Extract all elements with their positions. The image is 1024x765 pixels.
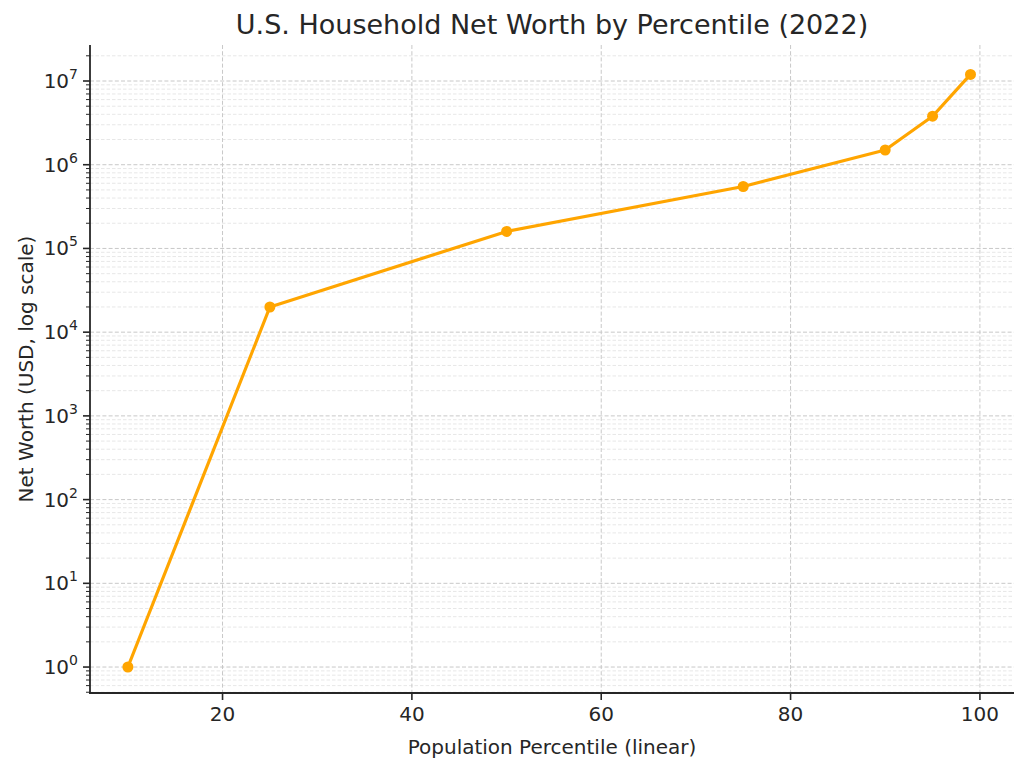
y-tick-label: 103 bbox=[44, 401, 78, 428]
x-tick-label: 60 bbox=[589, 702, 614, 726]
x-tick-labels: 20 40 60 80 100 bbox=[210, 702, 999, 726]
data-point-marker bbox=[927, 111, 938, 122]
data-point-marker bbox=[880, 145, 891, 156]
net-worth-line-series bbox=[128, 74, 971, 667]
y-tick-labels: 100 101 102 103 104 105 106 107 bbox=[44, 66, 78, 679]
y-tick-label: 104 bbox=[44, 317, 78, 344]
chart-title: U.S. Household Net Worth by Percentile (… bbox=[236, 9, 868, 40]
data-point-marker bbox=[501, 226, 512, 237]
y-tick-label: 107 bbox=[44, 66, 78, 93]
y-tick-label: 101 bbox=[44, 568, 78, 595]
axis-tick-marks bbox=[83, 56, 980, 700]
data-point-marker bbox=[965, 69, 976, 80]
y-axis-label: Net Worth (USD, log scale) bbox=[14, 236, 38, 503]
x-tick-label: 20 bbox=[210, 702, 235, 726]
x-tick-label: 100 bbox=[961, 702, 999, 726]
x-tick-label: 80 bbox=[778, 702, 803, 726]
y-tick-label: 102 bbox=[44, 485, 78, 512]
chart-figure: 20 40 60 80 100 100 101 102 103 104 105 106 107 U.S… bbox=[0, 0, 1024, 765]
x-axis-label: Population Percentile (linear) bbox=[408, 735, 697, 759]
data-point-marker bbox=[738, 181, 749, 192]
major-gridlines bbox=[90, 45, 1014, 693]
y-tick-label: 100 bbox=[44, 652, 78, 679]
net-worth-line-chart: 20 40 60 80 100 100 101 102 103 104 105 106 107 U.S… bbox=[0, 0, 1024, 765]
y-tick-label: 106 bbox=[44, 150, 78, 177]
data-point-marker bbox=[264, 302, 275, 313]
y-tick-label: 105 bbox=[44, 233, 78, 260]
x-tick-label: 40 bbox=[399, 702, 424, 726]
data-point-marker bbox=[122, 662, 133, 673]
